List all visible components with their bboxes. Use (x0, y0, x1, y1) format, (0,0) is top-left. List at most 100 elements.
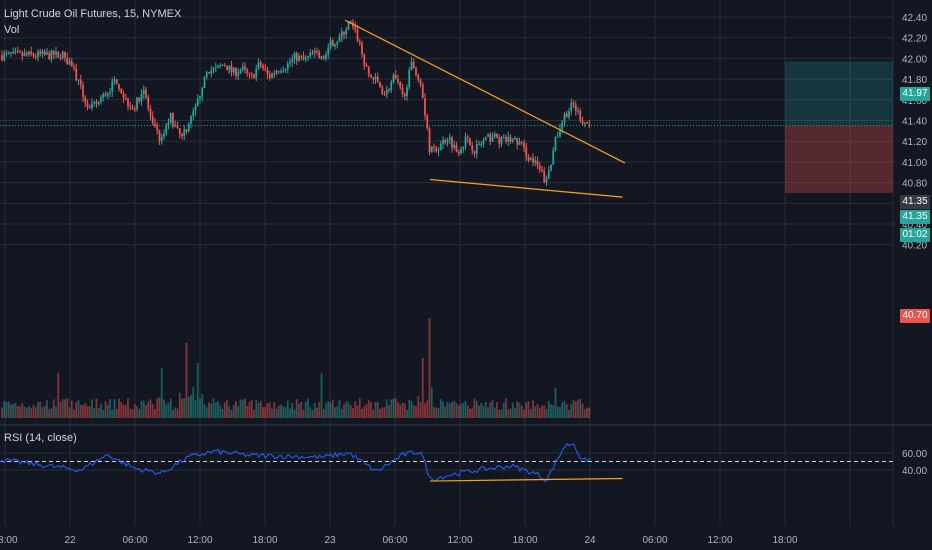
volume-bar (277, 405, 280, 418)
candle-body (75, 68, 78, 81)
volume-bar (176, 408, 179, 418)
candle-body (403, 93, 406, 97)
candle-body (268, 74, 271, 78)
candle-body (64, 51, 66, 58)
candle-body (469, 138, 471, 146)
candle-body (264, 68, 267, 70)
rsi-axis-label: 40.00 (902, 466, 927, 477)
volume-bar (178, 392, 181, 418)
candle-body (199, 96, 201, 99)
volume-bar (397, 402, 399, 418)
volume-bar (37, 402, 39, 418)
volume-bar (41, 406, 44, 418)
volume-bar (248, 402, 251, 418)
volume-bar (325, 403, 327, 418)
volume-bar (84, 403, 87, 418)
time-axis-label: 12:00 (707, 535, 732, 546)
volume-bar (109, 399, 111, 418)
candle-body (48, 52, 51, 60)
candle-body (536, 160, 539, 166)
candle-body (586, 122, 588, 124)
volume-bar (82, 405, 84, 418)
volume-bar (385, 399, 388, 418)
candle-body (140, 94, 143, 102)
candle-body (338, 37, 341, 42)
candle-body (570, 103, 573, 112)
candle-body (217, 65, 219, 68)
candle-body (565, 113, 568, 118)
candle-body (55, 51, 57, 55)
volume-bar (68, 407, 71, 418)
volume-bar (482, 405, 485, 418)
candle-body (383, 94, 386, 96)
candle-body (568, 111, 570, 118)
candle-body (133, 109, 136, 111)
price-axis-label: 41.80 (902, 75, 927, 86)
volume-bar (538, 407, 541, 418)
candle-body (167, 122, 170, 126)
volume-bar (250, 400, 253, 418)
volume-bar (257, 403, 260, 418)
volume-bar (439, 398, 442, 418)
volume-bar (489, 402, 492, 418)
volume-bar (16, 405, 19, 418)
candle-body (559, 128, 561, 137)
volume-bar (367, 400, 370, 418)
volume-bar (183, 397, 186, 418)
candle-body (588, 123, 591, 125)
candle-body (426, 115, 429, 129)
candle-body (496, 133, 498, 138)
volume-bar (210, 403, 213, 418)
candle-body (556, 136, 559, 138)
candle-body (561, 122, 564, 129)
volume-bar (534, 406, 537, 418)
candle-body (340, 31, 343, 38)
volume-bar (532, 400, 534, 418)
candle-body (23, 53, 26, 56)
candle-body (41, 51, 44, 55)
candle-body (329, 40, 332, 49)
candle-body (16, 51, 19, 53)
candle-body (583, 122, 586, 124)
volume-bar (331, 399, 334, 418)
time-axis-label: 12:00 (447, 535, 472, 546)
candle-body (300, 55, 303, 57)
volume-bar (410, 400, 413, 418)
candle-body (25, 53, 28, 55)
volume-bar (48, 409, 51, 418)
candle-body (79, 79, 82, 86)
volume-bar (583, 409, 586, 418)
volume-bar (352, 408, 354, 418)
candle-body (286, 63, 289, 70)
candle-body (370, 75, 372, 78)
candle-body (462, 146, 465, 150)
volume-bar (232, 404, 235, 418)
volume-bar (160, 368, 163, 418)
volume-bar (295, 399, 298, 418)
volume-bar (579, 398, 582, 418)
volume-bar (421, 358, 424, 418)
price-axis-label: 41.00 (902, 158, 927, 169)
time-axis-label: 06:00 (642, 535, 667, 546)
candle-body (538, 165, 541, 170)
price-axis-label: 41.20 (902, 137, 927, 148)
volume-bar (156, 398, 159, 418)
volume-bar (491, 399, 494, 418)
volume-bar (59, 401, 62, 418)
candle-body (408, 70, 411, 88)
volume-bar (167, 402, 170, 418)
candle-body (176, 125, 179, 129)
volume-bar (235, 400, 237, 418)
volume-bar (169, 398, 172, 418)
volume-bar (3, 400, 6, 418)
volume-bar (241, 399, 244, 418)
volume-bar (77, 399, 80, 418)
volume-bar (124, 405, 127, 418)
candle-body (500, 137, 503, 144)
volume-bar (340, 409, 343, 418)
candle-body (430, 146, 433, 153)
volume-bar (565, 404, 568, 418)
volume-bar (338, 400, 341, 418)
volume-bar (399, 404, 402, 418)
